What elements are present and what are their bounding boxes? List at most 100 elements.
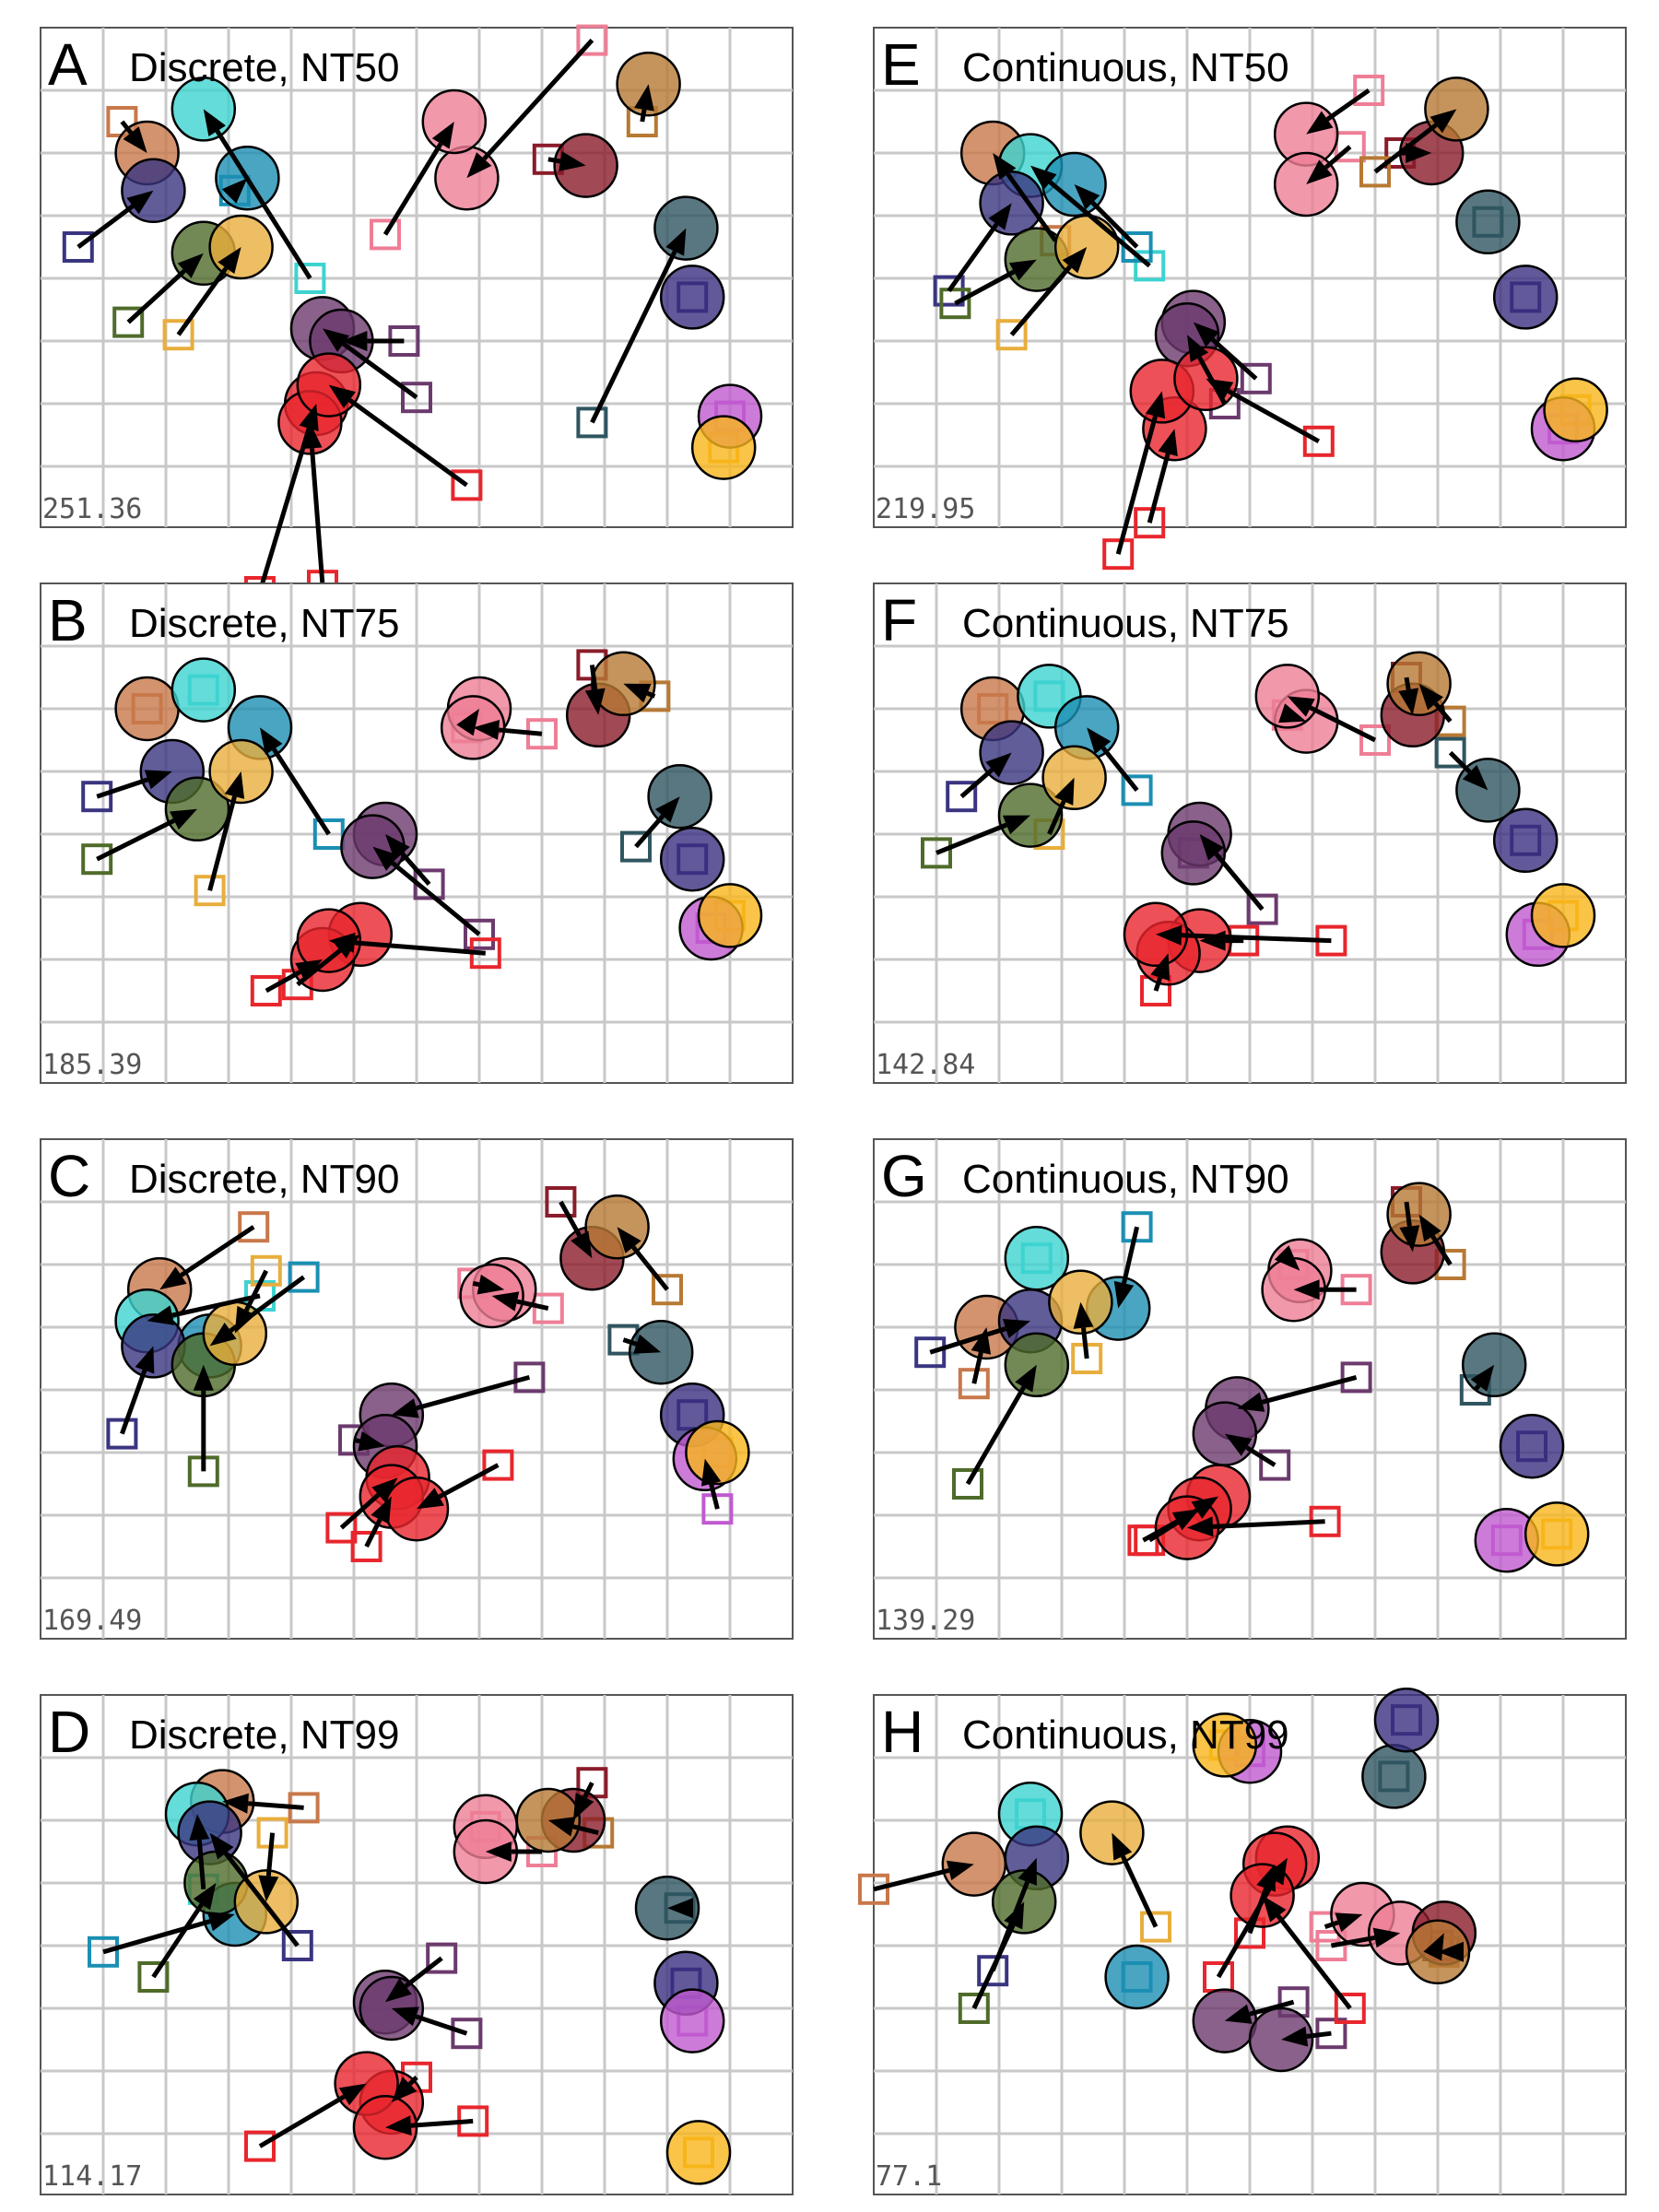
arrow-line-purple bbox=[415, 2014, 468, 2036]
arrow-head-magenta bbox=[700, 1458, 722, 1487]
panel-a-stress: 251.36 bbox=[42, 493, 142, 525]
start-square-purple bbox=[1259, 1449, 1291, 1481]
arrow-line-maroon bbox=[582, 1782, 594, 1799]
arrow-line-pink bbox=[1324, 1920, 1339, 1929]
arrow-head-bronze bbox=[1418, 1214, 1441, 1242]
arrow-head-pink bbox=[1287, 696, 1315, 717]
arrow-line-red bbox=[339, 1492, 381, 1530]
panel-h-marks bbox=[858, 1687, 1477, 2073]
panel-d-letter: D bbox=[48, 1699, 90, 1765]
arrow-line-navy bbox=[947, 222, 999, 293]
panel-f-marks bbox=[921, 651, 1596, 1006]
arrow-head-bronze bbox=[1418, 683, 1443, 711]
arrow-head-pink bbox=[1278, 703, 1307, 724]
end-circle-amber bbox=[697, 883, 763, 948]
arrow-line-olive bbox=[96, 818, 176, 862]
arrow-line-maroon bbox=[559, 1200, 582, 1237]
arrow-head-orange bbox=[222, 1793, 249, 1814]
start-square-navy bbox=[62, 231, 94, 263]
arrow-head-pink bbox=[473, 719, 500, 740]
end-circle-amber bbox=[690, 415, 757, 480]
end-circle-indigo bbox=[1373, 1687, 1440, 1753]
arrow-line-red bbox=[407, 2076, 418, 2086]
start-square-pink bbox=[532, 1292, 564, 1324]
start-square-pink bbox=[1353, 75, 1385, 106]
arrow-head-purple bbox=[1224, 2004, 1253, 2024]
start-square-orange bbox=[858, 1873, 889, 1905]
arrow-head-bronze bbox=[634, 84, 654, 112]
end-circle-blue bbox=[1104, 1944, 1170, 2010]
end-circle-indigo bbox=[1492, 265, 1559, 330]
arrow-head-olive bbox=[1008, 259, 1037, 281]
arrow-line-red bbox=[410, 2118, 474, 2128]
panel-b-title: Discrete, NT75 bbox=[129, 601, 399, 646]
arrow-head-purple bbox=[341, 331, 368, 351]
arrow-head-slate bbox=[633, 1334, 662, 1354]
arrow-line-red bbox=[438, 1463, 500, 1500]
start-square-slate bbox=[620, 830, 652, 863]
start-square-pink bbox=[1334, 131, 1366, 163]
arrow-line-pink bbox=[498, 727, 543, 736]
arrow-head-red bbox=[1171, 1509, 1200, 1531]
start-square-red bbox=[1102, 538, 1135, 571]
arrow-line-red bbox=[1276, 1914, 1352, 2010]
panel-e-marks bbox=[933, 75, 1608, 571]
start-square-bronze bbox=[652, 1274, 683, 1306]
arrow-line-olive bbox=[971, 1924, 1016, 2010]
panel-a-title: Discrete, NT50 bbox=[129, 45, 399, 90]
start-square-blue bbox=[1121, 1211, 1153, 1243]
arrow-head-olive bbox=[1015, 1364, 1037, 1393]
start-square-purple bbox=[1246, 893, 1278, 925]
end-circle-teal bbox=[171, 657, 237, 723]
arrow-line-slate bbox=[590, 250, 677, 424]
arrow-line-slate bbox=[1473, 1383, 1481, 1392]
arrow-line-purple bbox=[1210, 337, 1258, 381]
arrow-head-navy bbox=[144, 770, 172, 790]
arrow-line-orange bbox=[120, 120, 134, 135]
arrow-head-red bbox=[417, 1488, 444, 1510]
arrow-head-red bbox=[338, 2083, 367, 2106]
arrow-line-slate bbox=[1448, 750, 1472, 774]
arrow-head-purple bbox=[385, 834, 410, 861]
arrow-head-bronze bbox=[547, 1817, 576, 1837]
arrow-line-red bbox=[1147, 453, 1171, 524]
arrow-line-blue bbox=[102, 1919, 211, 1955]
arrow-line-red bbox=[1212, 1519, 1325, 1529]
panel-c-stress: 169.49 bbox=[42, 1605, 142, 1637]
start-square-olive bbox=[958, 1993, 990, 2024]
panel-h-stress: 77.1 bbox=[876, 2160, 942, 2193]
end-circle-amber bbox=[685, 1419, 750, 1486]
arrow-head-red bbox=[299, 404, 319, 431]
start-square-blue bbox=[1121, 774, 1153, 806]
arrow-line-red bbox=[257, 428, 312, 593]
arrow-head-olive bbox=[1002, 815, 1030, 835]
end-circle-amber bbox=[1530, 883, 1596, 948]
end-circle-amber bbox=[1543, 377, 1608, 443]
arrow-head-maroon bbox=[584, 688, 606, 715]
arrow-head-gold bbox=[224, 771, 245, 799]
arrow-head-maroon bbox=[1423, 1933, 1444, 1961]
arrow-line-olive bbox=[965, 1385, 1026, 1486]
panel-f: F Continuous, NT75 142.84 bbox=[873, 582, 1627, 1084]
start-square-red bbox=[325, 1512, 358, 1544]
arrow-line-orange bbox=[873, 1867, 950, 1892]
start-square-navy bbox=[281, 1930, 313, 1961]
end-circle-indigo bbox=[1492, 807, 1559, 874]
start-square-olive bbox=[137, 1961, 170, 1993]
arrow-head-gold bbox=[1112, 1832, 1133, 1861]
arrow-line-bronze bbox=[1373, 123, 1438, 174]
arrow-head-maroon bbox=[1399, 1225, 1420, 1253]
arrow-head-maroon bbox=[571, 1230, 593, 1259]
start-square-gold bbox=[162, 319, 194, 351]
start-square-magenta bbox=[701, 1493, 734, 1525]
arrow-line-magenta bbox=[709, 1483, 720, 1510]
panel-b-letter: B bbox=[48, 587, 88, 653]
arrow-line-slate bbox=[634, 814, 665, 849]
arrow-line-purple bbox=[404, 1956, 443, 1988]
start-square-navy bbox=[946, 781, 978, 813]
arrow-head-blue bbox=[1087, 727, 1112, 755]
arrow-head-pink bbox=[491, 1291, 520, 1312]
arrow-head-pink bbox=[431, 122, 454, 149]
arrow-head-blue bbox=[221, 178, 248, 204]
end-circle-indigo bbox=[1499, 1413, 1565, 1479]
